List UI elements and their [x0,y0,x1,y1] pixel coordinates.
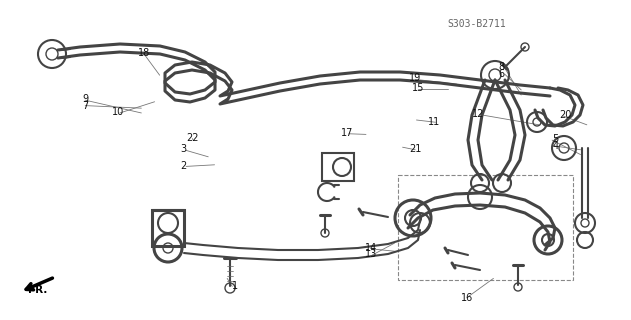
Text: 10: 10 [112,107,124,117]
Text: 12: 12 [472,108,485,119]
Text: 19: 19 [409,73,421,84]
Text: 13: 13 [365,249,377,260]
Text: 18: 18 [138,48,150,58]
Text: 9: 9 [82,94,88,104]
Text: 5: 5 [552,134,558,144]
Text: 17: 17 [341,128,353,138]
Text: 2: 2 [180,161,186,172]
Text: 20: 20 [559,110,572,120]
Bar [322,153,354,181]
Text: 4: 4 [552,140,558,151]
Text: 1: 1 [232,281,239,292]
Bar [152,210,184,246]
Text: 11: 11 [428,116,440,127]
Text: 22: 22 [186,132,199,143]
Text: 8: 8 [498,62,505,72]
Text: 16: 16 [461,292,473,303]
Text: FR.: FR. [28,285,48,295]
Text: 21: 21 [409,144,422,154]
Text: 7: 7 [82,100,88,111]
Text: 3: 3 [180,144,186,154]
Text: 15: 15 [412,83,425,93]
Text: S303-B2711: S303-B2711 [447,19,506,29]
Bar [398,175,573,280]
Text: 6: 6 [498,68,505,79]
Text: 14: 14 [365,243,377,253]
